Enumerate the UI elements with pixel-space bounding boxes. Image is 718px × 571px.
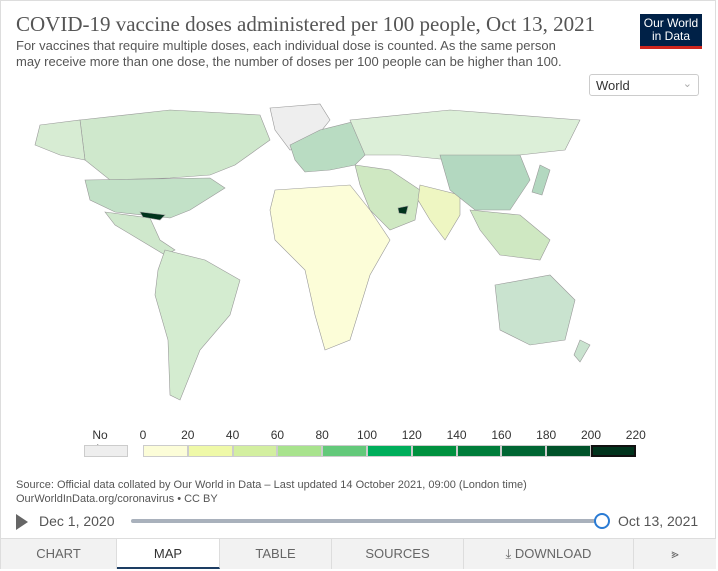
map-cuba[interactable] [139, 211, 166, 221]
tab-map[interactable]: MAP [117, 539, 220, 569]
legend-tick-label: 140 [446, 428, 467, 442]
share-icon: ⪢ [671, 546, 679, 561]
map-usa[interactable] [84, 177, 226, 219]
map-mexico-central-america[interactable] [104, 211, 176, 256]
tab-table[interactable]: TABLE [220, 539, 332, 569]
legend-bin[interactable] [501, 445, 547, 457]
legend-tick-label: 40 [225, 428, 240, 442]
share-button[interactable]: ⪢ [634, 539, 716, 569]
legend-bin[interactable] [187, 445, 233, 457]
legend-tick-label: 180 [536, 428, 557, 442]
world-map[interactable] [20, 100, 600, 420]
map-russia[interactable] [349, 109, 581, 161]
map-south-america[interactable] [154, 249, 241, 401]
legend-bin[interactable] [591, 445, 636, 457]
legend-tick-label: 20 [181, 428, 195, 442]
tab-bar: CHART MAP TABLE SOURCES ⤓ DOWNLOAD ⪢ [1, 538, 716, 569]
chevron-down-icon: ⌄ [682, 78, 692, 90]
subtitle: For vaccines that require multiple doses… [16, 38, 562, 69]
timeline-slider[interactable] [131, 519, 601, 523]
legend-bin[interactable] [232, 445, 278, 457]
map-canada[interactable] [79, 109, 271, 181]
map-japan[interactable] [531, 164, 551, 196]
legend-bin[interactable] [411, 445, 457, 457]
legend-bin[interactable] [367, 445, 412, 457]
tab-sources[interactable]: SOURCES [332, 539, 464, 569]
legend-no-data-swatch[interactable] [84, 445, 128, 457]
map-china[interactable] [439, 154, 531, 211]
legend-tick-label: 80 [315, 428, 329, 442]
legend-tick-label: 120 [401, 428, 422, 442]
source-note: Source: Official data collated by Our Wo… [16, 479, 527, 505]
legend-tick-label: 0 [139, 428, 147, 442]
legend-tick-label: 100 [356, 428, 378, 442]
map-uae[interactable] [397, 205, 409, 215]
legend-tick-label: 60 [270, 428, 285, 442]
map-southeast-asia[interactable] [469, 209, 551, 261]
map-new-zealand[interactable] [573, 339, 591, 363]
page-title: COVID-19 vaccine doses administered per … [16, 12, 596, 36]
timeline-handle[interactable] [594, 513, 610, 529]
map-alaska[interactable] [34, 119, 86, 161]
source-link[interactable]: OurWorldInData.org/coronavirus • CC BY [16, 493, 218, 505]
region-select[interactable]: World ⌄ [589, 74, 699, 96]
legend-tick-label: 200 [580, 428, 602, 442]
legend-tick-label: 160 [491, 428, 512, 442]
map-africa[interactable] [269, 184, 391, 351]
download-icon: ⤓ [505, 546, 515, 561]
legend-bin[interactable] [277, 445, 323, 457]
legend-bin[interactable] [546, 445, 591, 457]
owid-logo[interactable]: Our World in Data [640, 14, 702, 49]
legend-bin[interactable] [143, 445, 188, 457]
tab-download[interactable]: ⤓ DOWNLOAD [464, 539, 634, 569]
tab-chart[interactable]: CHART [1, 539, 117, 569]
play-icon[interactable] [16, 514, 28, 530]
map-australia[interactable] [494, 274, 576, 346]
legend-bin[interactable] [322, 445, 367, 457]
legend-tick-label: 220 [625, 428, 646, 442]
timeline-start-date[interactable]: Dec 1, 2020 [39, 513, 115, 529]
timeline-end-date[interactable]: Oct 13, 2021 [618, 513, 699, 529]
legend-bin[interactable] [456, 445, 502, 457]
